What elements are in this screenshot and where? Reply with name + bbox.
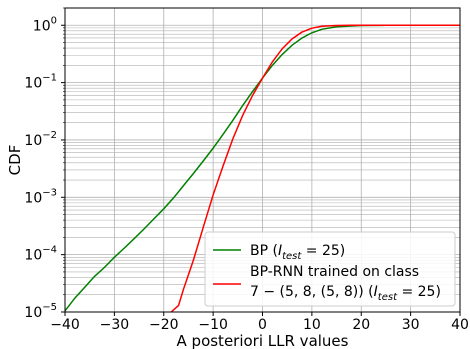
x-tick-label: −30 — [100, 317, 130, 333]
y-tick-exponent: 0 — [51, 15, 57, 26]
legend-subscript: test — [378, 292, 398, 303]
legend-label: BP (Itest = 25) — [250, 243, 345, 262]
y-tick-label: 100 — [33, 15, 57, 34]
x-tick-label: 10 — [303, 317, 321, 333]
legend-text-segment: 7 − (5, 8, (5, 8)) ( — [250, 284, 374, 300]
x-tick-label: −20 — [149, 317, 179, 333]
y-tick-exponent: −5 — [42, 302, 57, 313]
x-tick-label: −40 — [50, 317, 80, 333]
y-tick-exponent: −2 — [42, 130, 57, 141]
x-tick-label: 20 — [352, 317, 370, 333]
legend-box — [204, 231, 456, 307]
y-tick-exponent: −1 — [42, 73, 57, 84]
y-tick-base: 10 — [24, 305, 42, 321]
legend-text-segment: I — [374, 284, 378, 300]
x-tick-label: −10 — [198, 317, 228, 333]
x-axis-label: A posteriori LLR values — [177, 332, 349, 349]
y-tick-exponent: −4 — [42, 245, 57, 256]
y-tick-label: 10−1 — [24, 73, 57, 92]
y-tick-label: 10−4 — [24, 245, 57, 264]
y-tick-base: 10 — [24, 248, 42, 264]
legend-label: 7 − (5, 8, (5, 8)) (Itest = 25) — [250, 284, 441, 303]
legend-text-segment: = 25) — [397, 284, 441, 300]
y-tick-base: 10 — [24, 76, 42, 92]
legend-label: BP-RNN trained on class — [250, 264, 419, 280]
series-line-bp-rnn — [170, 24, 460, 313]
legend-subscript: test — [282, 251, 302, 262]
legend-text-segment: BP ( — [250, 243, 278, 259]
y-tick-label: 10−5 — [24, 302, 57, 321]
legend: BP (Itest = 25)BP-RNN trained on class7 … — [204, 231, 456, 307]
y-tick-base: 10 — [24, 190, 42, 206]
y-tick-base: 10 — [24, 133, 42, 149]
series-layer — [64, 24, 460, 313]
legend-text-segment: = 25) — [301, 243, 345, 259]
x-tick-label: 30 — [402, 317, 420, 333]
x-axis-ticks: −40 −30 −20 −10 0 10 20 30 40 — [50, 312, 469, 333]
legend-text-segment: BP-RNN trained on class — [250, 264, 419, 280]
legend-text-segment: I — [278, 243, 282, 259]
y-tick-label: 10−2 — [24, 130, 57, 149]
y-tick-base: 10 — [33, 18, 51, 34]
y-tick-label: 10−3 — [24, 187, 57, 206]
series-line-bp — [64, 24, 460, 312]
y-axis-label: CDF — [6, 145, 24, 176]
x-tick-label: 40 — [451, 317, 469, 333]
x-tick-label: 0 — [258, 317, 267, 333]
y-tick-exponent: −3 — [42, 187, 57, 198]
